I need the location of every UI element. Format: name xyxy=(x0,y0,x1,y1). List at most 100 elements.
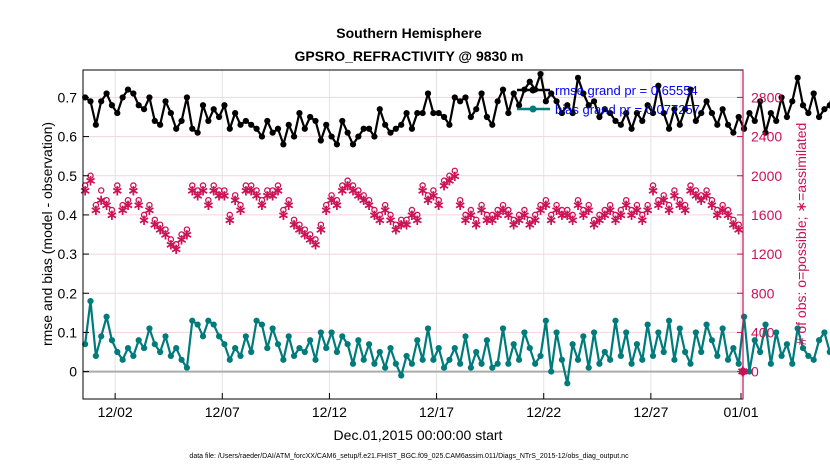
bias-marker xyxy=(157,348,164,356)
obs_assimilated-marker: ∗ xyxy=(700,187,713,204)
obs_assimilated-marker: ∗ xyxy=(282,197,295,214)
obs_possible-marker xyxy=(596,211,603,219)
obs_possible-marker xyxy=(542,196,550,204)
rmse-marker xyxy=(446,121,453,128)
y-axis-ticks: 0 0.1 0.2 0.3 0.4 0.5 0.6 0.7 xyxy=(58,89,89,380)
obs_assimilated-marker: ∗ xyxy=(223,212,236,229)
data-file-footnote: data file: /Users/raeder/DAI/ATM_forcXX/… xyxy=(189,453,629,460)
bias-marker xyxy=(130,352,137,360)
bias-marker xyxy=(98,333,105,340)
bias-marker xyxy=(119,356,126,363)
rmse-marker xyxy=(226,125,233,132)
rmse-marker xyxy=(98,98,105,105)
obs_possible-marker xyxy=(124,196,132,204)
y-tick-label: 0.5 xyxy=(58,168,78,184)
bias-marker xyxy=(467,364,474,371)
obs_assimilated-marker: ∗ xyxy=(690,187,703,204)
bias-marker xyxy=(296,344,303,352)
rmse-marker xyxy=(189,125,196,132)
y2-tick-label: 2800 xyxy=(751,89,782,105)
x-axis-label: Dec.01,2015 00:00:00 start xyxy=(334,427,503,443)
obs_possible-marker xyxy=(467,206,475,214)
obs_possible-marker xyxy=(403,216,410,224)
obs_assimilated-marker: ∗ xyxy=(202,197,215,214)
bias-marker xyxy=(692,329,699,336)
rmse-marker xyxy=(623,109,630,117)
bias-marker xyxy=(349,360,357,367)
obs_assimilated-marker: ∗ xyxy=(615,207,628,224)
rmse-marker xyxy=(403,109,410,117)
y2-axis-label: # of obs: o=possible; ∗=assimilated xyxy=(793,123,809,346)
obs_possible-marker xyxy=(178,231,185,238)
rmse-marker xyxy=(462,94,469,101)
rmse-marker xyxy=(258,133,266,140)
obs_possible-marker xyxy=(97,187,105,194)
obs_assimilated-marker: ∗ xyxy=(127,182,140,199)
obs_possible-marker xyxy=(553,201,560,209)
obs_possible-marker xyxy=(258,196,266,204)
obs_assimilated-marker: ∗ xyxy=(352,187,365,204)
rmse-marker xyxy=(92,121,99,128)
obs_assimilated-marker: ∗ xyxy=(336,182,349,199)
bias-marker xyxy=(730,344,737,352)
obs_assimilated-marker: ∗ xyxy=(218,187,231,204)
rmse-marker xyxy=(773,117,780,125)
obs_assimilated-marker: ∗ xyxy=(550,202,563,219)
rmse-marker xyxy=(478,90,485,97)
obs_possible-marker xyxy=(376,211,384,219)
rmse-marker xyxy=(333,141,341,148)
rmse-marker xyxy=(499,86,507,93)
rmse-marker xyxy=(644,102,651,109)
bias-marker xyxy=(751,337,758,344)
bias-marker xyxy=(264,344,271,352)
obs_assimilated-marker: ∗ xyxy=(491,207,504,224)
bias-marker xyxy=(773,329,780,336)
bias-marker xyxy=(323,344,330,352)
obs_assimilated-marker: ∗ xyxy=(122,197,135,214)
obs_possible-marker xyxy=(719,201,726,209)
obs_assimilated-marker: ∗ xyxy=(716,202,729,219)
obs_possible-marker xyxy=(510,216,517,224)
rmse-marker xyxy=(730,129,737,136)
rmse-marker xyxy=(692,117,699,125)
obs_assimilated-marker: ∗ xyxy=(395,217,408,234)
rmse-marker xyxy=(494,98,501,105)
rmse-marker xyxy=(826,102,830,109)
rmse-marker xyxy=(574,74,582,81)
obs_assimilated-marker: ∗ xyxy=(400,217,413,234)
rmse-marker xyxy=(307,113,314,121)
rmse-marker xyxy=(483,113,491,121)
bias-marker xyxy=(253,317,260,324)
obs_possible-marker xyxy=(676,196,684,204)
obs_possible-marker xyxy=(639,211,646,219)
rmse-marker xyxy=(698,109,705,117)
obs_possible-marker xyxy=(408,206,416,214)
bias-marker xyxy=(424,325,432,332)
obs_assimilated-marker: ∗ xyxy=(711,207,724,224)
obs_assimilated-marker: ∗ xyxy=(465,207,478,224)
bias-marker xyxy=(435,344,442,352)
obs_possible-marker xyxy=(708,196,716,204)
bias-marker xyxy=(708,337,716,344)
rmse-marker xyxy=(194,129,201,136)
obs_assimilated-marker: ∗ xyxy=(159,227,172,244)
bias-marker xyxy=(242,333,249,340)
obs_possible-marker xyxy=(274,182,282,189)
legend-bias-marker xyxy=(529,105,537,113)
bias-marker xyxy=(821,329,828,336)
rmse-marker xyxy=(323,121,330,128)
obs_possible-marker xyxy=(183,226,191,233)
obs_assimilated-marker: ∗ xyxy=(368,207,381,224)
obs_possible-marker xyxy=(649,182,657,189)
obs_possible-marker xyxy=(446,172,453,179)
bias-marker xyxy=(440,364,448,371)
bias-marker xyxy=(312,356,319,363)
obs_assimilated-marker: ∗ xyxy=(331,197,344,214)
rmse-marker xyxy=(553,98,560,105)
obs_possible-marker xyxy=(537,201,544,209)
obs_assimilated-marker: ∗ xyxy=(138,212,151,229)
obs_assimilated-marker: ∗ xyxy=(486,212,499,229)
legend-rmse-marker xyxy=(529,86,537,94)
obs_assimilated-marker: ∗ xyxy=(154,222,167,239)
obs_assimilated-marker: ∗ xyxy=(561,207,574,224)
